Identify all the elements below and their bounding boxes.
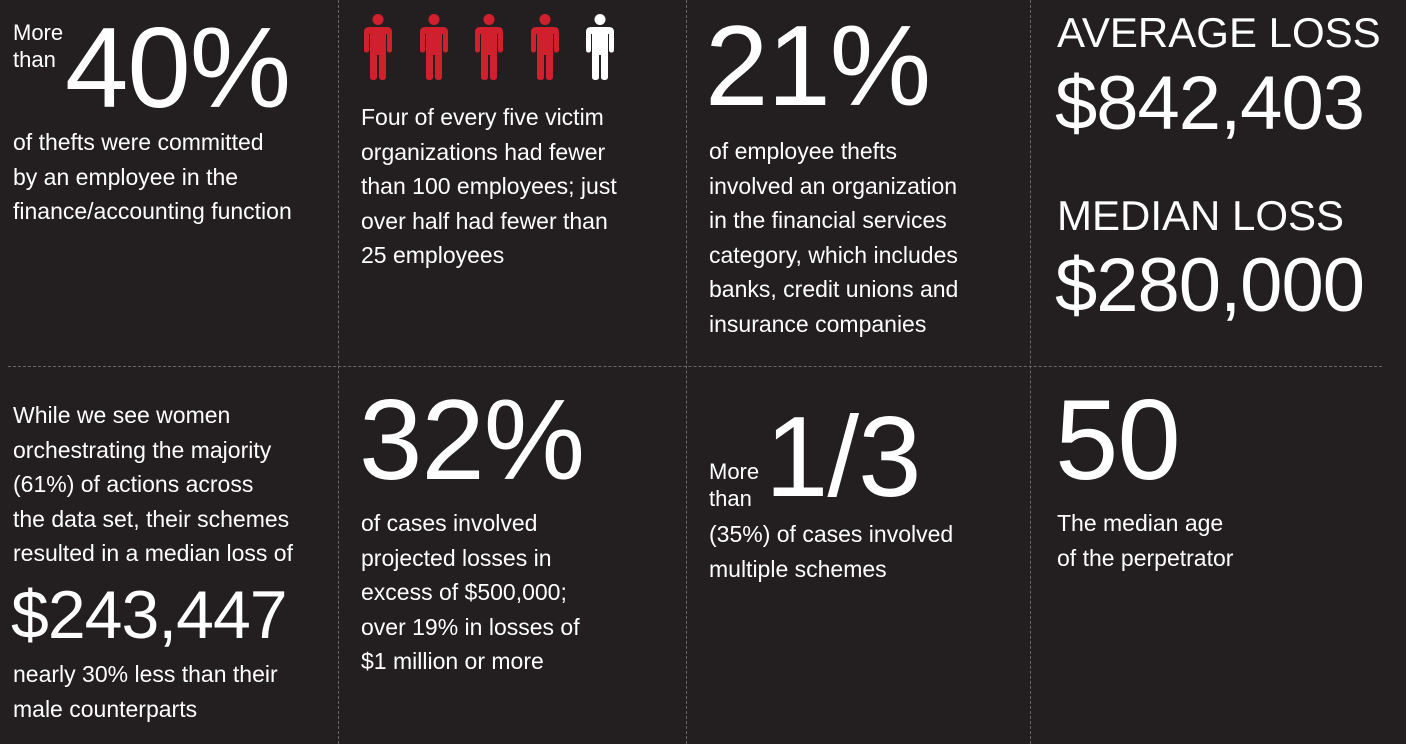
text-line: in the financial services: [709, 207, 947, 233]
stat-women-value: $243,447: [11, 577, 288, 653]
text-line: organizations had fewer: [361, 138, 606, 165]
text-line: of cases involved: [361, 510, 538, 536]
average-loss-value: $842,403: [1055, 61, 1365, 146]
column-divider-1: [338, 0, 339, 744]
stat-age-cell: 50 The median age of the perpetrator: [1055, 367, 1402, 744]
text-line: insurance companies: [709, 310, 927, 337]
text-line: (61%) of actions across: [13, 471, 254, 497]
stat-financial-services-cell: 21% of employee thefts involved an organ…: [705, 0, 1027, 366]
stat-finance-cell: More than 40% of thefts were committed b…: [13, 0, 333, 366]
person-icon: [364, 14, 392, 80]
text-line: category, which includes: [709, 241, 958, 268]
text-line: of the perpetrator: [1057, 544, 1234, 571]
text-line: finance/accounting function: [13, 198, 292, 224]
people-icons: [361, 0, 661, 80]
stat-projected-description: of cases involved projected losses in ex…: [361, 506, 580, 679]
stat-women-description: While we see women orchestrating the maj…: [13, 398, 293, 571]
text-line: over 19% in losses of: [361, 613, 580, 640]
text-line: involved an organization: [709, 172, 958, 199]
text-line: projected losses in: [361, 544, 552, 571]
person-icon: [586, 14, 614, 80]
stat-org-size-description: Four of every five victim organizations …: [361, 100, 617, 273]
stat-finance-prefix: More than: [13, 19, 63, 73]
stat-women-cell: While we see women orchestrating the maj…: [11, 367, 335, 744]
median-loss-label: MEDIAN LOSS: [1057, 192, 1345, 239]
text-line: of thefts were committed: [13, 129, 264, 155]
stat-losses-cell: AVERAGE LOSS $842,403 MEDIAN LOSS $280,0…: [1055, 0, 1402, 366]
person-icon: [419, 14, 448, 80]
stat-age-value: 50: [1055, 377, 1181, 504]
text-line: (35%) of cases involved: [709, 521, 954, 547]
person-icon: [475, 14, 503, 80]
text-line: over half had fewer than: [361, 207, 608, 234]
text-line: orchestrating the majority: [13, 436, 272, 463]
text-line: the data set, their schemes: [13, 505, 290, 532]
text-line: than 100 employees; just: [361, 173, 617, 199]
stat-multiple-prefix: More than: [709, 458, 759, 512]
text-line: of employee thefts: [709, 138, 897, 164]
prefix-line: than: [709, 486, 752, 511]
stat-financial-services-value: 21%: [705, 3, 931, 130]
stat-multiple-description: (35%) of cases involved multiple schemes: [709, 517, 953, 586]
stat-multiple-value: 1/3: [765, 394, 921, 521]
text-line: excess of $500,000;: [361, 579, 567, 605]
text-line: nearly 30% less than their: [13, 661, 278, 687]
stat-projected-cell: 32% of cases involved projected losses i…: [359, 367, 681, 744]
column-divider-2: [686, 0, 687, 744]
prefix-line: More: [13, 20, 64, 45]
text-line: male counterparts: [13, 695, 198, 722]
text-line: 25 employees: [361, 242, 505, 268]
stat-org-size-cell: Four of every five victim organizations …: [361, 0, 681, 366]
stat-multiple-cell: More than 1/3 (35%) of cases involved mu…: [709, 367, 1027, 744]
text-line: $1 million or more: [361, 648, 544, 674]
prefix-line: More: [709, 459, 760, 484]
stat-age-description: The median age of the perpetrator: [1057, 506, 1233, 575]
person-icon: [530, 14, 559, 80]
average-loss-label: AVERAGE LOSS: [1057, 9, 1381, 56]
prefix-line: than: [13, 47, 56, 72]
column-divider-3: [1030, 0, 1031, 744]
stat-financial-services-description: of employee thefts involved an organizat…: [709, 134, 958, 341]
stat-finance-description: of thefts were committed by an employee …: [13, 125, 292, 229]
stat-women-comparison: nearly 30% less than their male counterp…: [13, 657, 278, 726]
text-line: While we see women: [13, 402, 231, 428]
text-line: multiple schemes: [709, 555, 887, 582]
text-line: Four of every five victim: [361, 104, 604, 130]
stat-projected-value: 32%: [359, 377, 585, 504]
text-line: The median age: [1057, 510, 1224, 536]
text-line: by an employee in the: [13, 163, 239, 190]
stat-finance-value: 40%: [65, 5, 291, 132]
text-line: resulted in a median loss of: [13, 540, 293, 566]
median-loss-value: $280,000: [1055, 243, 1365, 328]
row-divider: [8, 366, 1382, 367]
text-line: banks, credit unions and: [709, 276, 959, 302]
